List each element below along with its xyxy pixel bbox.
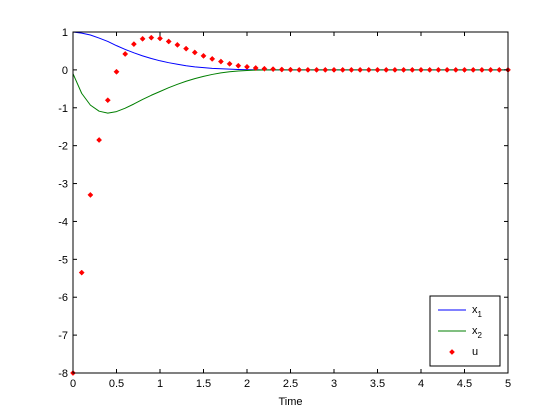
- data-point-u: [226, 60, 233, 67]
- data-point-u: [183, 45, 190, 52]
- data-point-u: [157, 35, 163, 42]
- y-tick-label: -2: [58, 141, 68, 153]
- y-tick-label: 1: [62, 27, 68, 39]
- y-tick-label: -4: [58, 216, 68, 228]
- data-point-u: [409, 66, 416, 73]
- data-point-u: [418, 66, 424, 73]
- x-tick-label: 0: [70, 378, 76, 390]
- data-point-u: [357, 66, 364, 73]
- ticks-layer: 0 0.5 1 1.5 2 2.5 3 3.5 4 4.5 5 -8 -7 -6 -5 -4 -3 -2 -1 0 1: [58, 27, 511, 390]
- x-tick-label: 2: [244, 378, 250, 390]
- data-point-u: [209, 55, 216, 62]
- x-axis-label: Time: [278, 396, 302, 408]
- x-tick-label: 3: [331, 378, 337, 390]
- y-tick-label: -6: [58, 292, 68, 304]
- data-point-u: [252, 65, 259, 71]
- x-tick-label: 4.5: [457, 378, 472, 390]
- legend-entry: u: [472, 346, 478, 358]
- data-point-u: [339, 66, 346, 73]
- y-tick-label: -7: [58, 330, 68, 342]
- data-point-u: [383, 66, 390, 73]
- legend-entry: x2: [472, 325, 483, 340]
- legend-swatch: [449, 349, 455, 355]
- x-tick-label: 1: [157, 378, 163, 390]
- data-point-u: [470, 66, 477, 73]
- data-point-u: [461, 66, 468, 73]
- x-tick-label: 4: [418, 378, 424, 390]
- x-tick-label: 2.5: [283, 378, 298, 390]
- data-point-u: [122, 51, 129, 57]
- data-point-u: [313, 66, 320, 73]
- data-point-u: [287, 66, 294, 73]
- data-point-u: [104, 97, 111, 104]
- data-point-u: [96, 137, 103, 143]
- data-point-u: [113, 68, 120, 75]
- x-tick-label: 3.5: [370, 378, 385, 390]
- data-point-u: [444, 66, 451, 73]
- y-tick-label: -5: [58, 254, 68, 266]
- data-point-u: [348, 66, 355, 73]
- data-point-u: [322, 66, 329, 73]
- data-point-u: [296, 66, 303, 73]
- series-layer: [70, 31, 511, 376]
- data-point-u: [278, 66, 285, 73]
- data-point-u: [200, 52, 207, 59]
- data-point-u: [139, 35, 146, 42]
- data-point-u: [148, 34, 155, 41]
- data-point-u: [426, 66, 433, 73]
- data-point-u: [487, 66, 494, 73]
- data-point-u: [174, 41, 181, 48]
- data-point-u: [235, 62, 242, 69]
- data-point-u: [496, 66, 503, 73]
- y-tick-label: -3: [58, 179, 68, 191]
- data-point-u: [435, 66, 442, 73]
- data-point-u: [78, 269, 85, 276]
- x-tick-label: 5: [505, 378, 511, 390]
- data-point-u: [130, 41, 137, 48]
- data-point-u: [365, 66, 372, 73]
- data-point-u: [478, 66, 485, 73]
- data-point-u: [87, 191, 94, 198]
- data-point-u: [270, 66, 277, 73]
- data-point-u: [452, 66, 459, 73]
- data-point-u: [244, 63, 250, 70]
- data-point-u: [217, 58, 224, 65]
- data-point-u: [165, 38, 172, 45]
- data-point-u: [374, 66, 381, 73]
- x-tick-label: 0.5: [109, 378, 124, 390]
- data-point-u: [261, 65, 268, 72]
- data-point-u: [304, 66, 311, 73]
- x-tick-label: 1.5: [196, 378, 211, 390]
- y-tick-label: -1: [58, 103, 68, 115]
- y-tick-label: -8: [58, 368, 68, 380]
- data-point-u: [331, 66, 337, 73]
- data-point-u: [400, 66, 407, 73]
- legend: x1 x2 u: [429, 295, 501, 367]
- data-point-u: [191, 49, 198, 56]
- legend-entry: x1: [472, 304, 483, 319]
- data-point-u: [391, 66, 398, 73]
- y-tick-label: 0: [62, 65, 68, 77]
